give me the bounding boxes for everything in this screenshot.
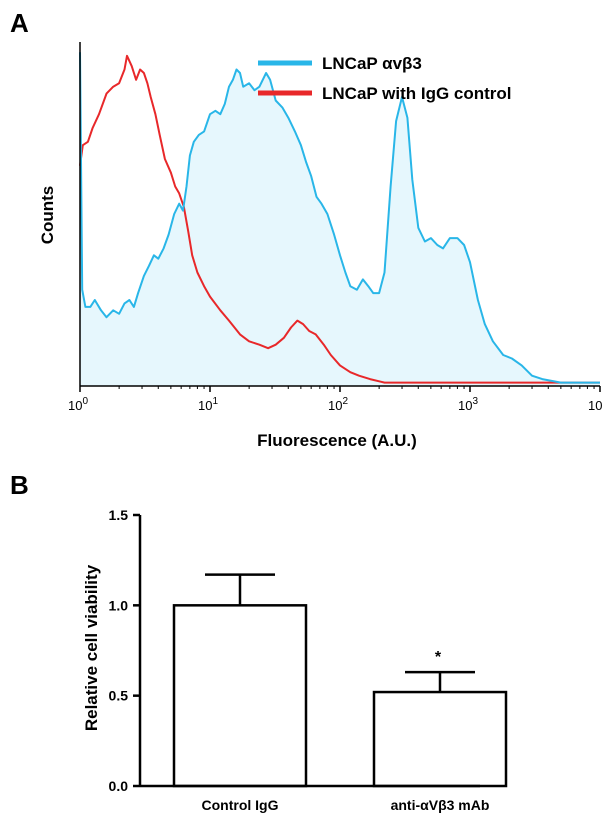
y-axis-ticks: 0.0 0.5 1.0 1.5 <box>109 507 140 794</box>
bar <box>172 604 308 788</box>
x-tick-label: 100 <box>68 396 88 413</box>
y-axis-label: Relative cell viability <box>82 564 101 731</box>
x-tick-label: 101 <box>198 396 218 413</box>
histogram-lines <box>79 52 600 384</box>
x-tick-label: 102 <box>328 396 348 413</box>
y-tick-label: 1.0 <box>109 597 129 613</box>
category-label: anti-αVβ3 mAb <box>391 797 490 813</box>
x-tick-label: 103 <box>458 396 478 413</box>
x-axis-label: Fluorescence (A.U.) <box>257 431 417 450</box>
series-fill-1 <box>80 52 600 387</box>
legend: LNCaP αvβ3 LNCaP with IgG control <box>258 54 512 103</box>
y-tick-label: 0.5 <box>109 688 129 704</box>
y-tick-label: 1.5 <box>109 507 129 523</box>
significance-marker: * <box>435 649 442 666</box>
panel-b-letter: B <box>10 470 29 500</box>
x-axis-ticks: 100 101 102 103 104 <box>68 386 602 413</box>
legend-label-series-1: LNCaP αvβ3 <box>322 54 422 73</box>
bars: * <box>172 573 508 788</box>
histogram-panel: 100 101 102 103 104 Counts Fluorescence (A.U… <box>38 42 602 450</box>
category-label: Control IgG <box>202 797 279 813</box>
histogram-fills <box>80 52 600 387</box>
x-tick-label: 104 <box>588 396 602 413</box>
y-axis-label: Counts <box>38 186 57 245</box>
series-line-1 <box>79 52 600 384</box>
legend-label-series-2: LNCaP with IgG control <box>322 84 512 103</box>
category-labels: Control IgG anti-αVβ3 mAb <box>202 797 490 813</box>
bar <box>372 690 508 788</box>
y-tick-label: 0.0 <box>109 778 129 794</box>
panel-a-letter: A <box>10 8 29 38</box>
bar-panel: * 0.00.51.01.5 Control IgG anti-αVβ3 mAb … <box>82 507 508 813</box>
series-line-2 <box>79 54 600 384</box>
